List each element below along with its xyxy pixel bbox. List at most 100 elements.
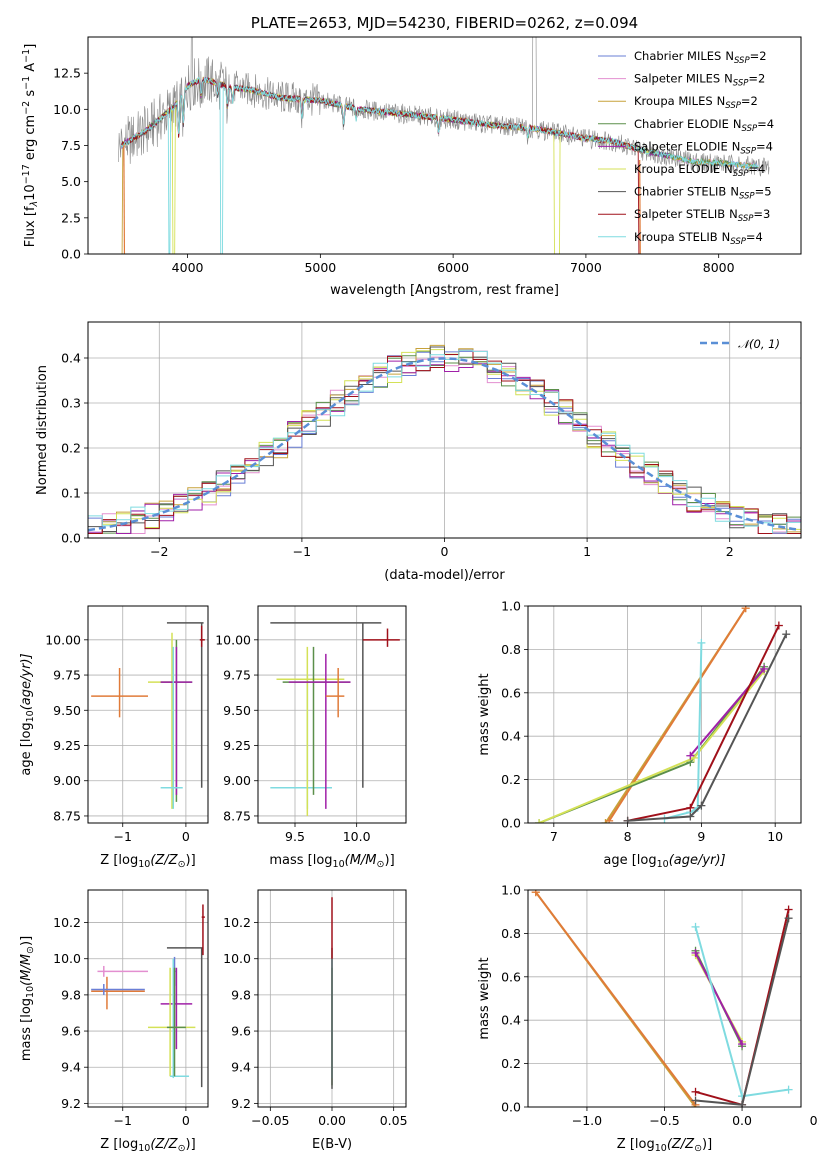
y-tick-label: 0.0 bbox=[501, 1100, 521, 1115]
y-tick-label: 9.50 bbox=[223, 703, 251, 718]
legend-label: Salpeter ELODIE NSSP=4 bbox=[634, 139, 773, 156]
legend-sub: SSP bbox=[741, 124, 757, 134]
x-axis-label: (data-model)/error bbox=[384, 568, 505, 583]
y-tick-label: 9.25 bbox=[53, 738, 81, 753]
x-label-sub: 10 bbox=[138, 859, 150, 870]
y-tick-label: 0.0 bbox=[501, 816, 521, 831]
y-axis-label: age [log10(age/yr)] bbox=[19, 653, 36, 775]
panel-mass_weight_vs_Z: −1.0 −0.5 0.0 0.5 0.0 0.2 0.4 0.6 0.8 1.0 Z [log10… bbox=[477, 883, 819, 1155]
x-tick-label: 7 bbox=[550, 829, 558, 844]
plot-area-spectrum bbox=[118, 37, 770, 254]
legend-sub: SSP bbox=[733, 169, 749, 179]
errorbar-point bbox=[282, 646, 351, 795]
legend-label: Salpeter STELIB NSSP=3 bbox=[634, 207, 770, 224]
y-tick-label: 9.25 bbox=[223, 738, 251, 753]
legend-name: Salpeter ELODIE bbox=[634, 139, 728, 153]
legend-label: 𝒩(0, 1) bbox=[738, 337, 780, 351]
errorbar-point bbox=[166, 967, 186, 1077]
legend-val: =2 bbox=[748, 72, 765, 86]
y-label-part: 10 bbox=[23, 184, 38, 201]
y-tick-label: 1.0 bbox=[501, 883, 521, 898]
y-axis-label: Normed distribution bbox=[35, 365, 50, 495]
y-tick-label: 9.6 bbox=[61, 1024, 81, 1039]
x-axis-label: Z [log10(Z/Z⊙)] bbox=[100, 1137, 195, 1154]
x-tick-label: 7000 bbox=[570, 260, 602, 275]
y-label-sub: 10 bbox=[25, 710, 36, 722]
y-tick-label: 9.6 bbox=[231, 1024, 251, 1039]
data-marker bbox=[774, 621, 783, 630]
legend-n: N bbox=[724, 72, 733, 86]
axes-frame bbox=[87, 36, 802, 255]
data-marker bbox=[697, 638, 706, 647]
x-tick-label: 1 bbox=[583, 544, 591, 559]
y-label-end: )] bbox=[19, 936, 34, 946]
y-tick-label: 0.0 bbox=[61, 247, 81, 262]
legend-sub: SSP bbox=[740, 146, 756, 156]
axes-frame bbox=[257, 605, 407, 824]
y-tick-label: 9.00 bbox=[223, 773, 251, 788]
y-tick-label: 9.2 bbox=[61, 1096, 81, 1111]
data-marker bbox=[623, 816, 632, 823]
series-drop bbox=[639, 159, 641, 254]
y-tick-label: 5.0 bbox=[61, 174, 81, 189]
y-label-main: mass [log bbox=[19, 998, 34, 1061]
x-tick-label: −0.5 bbox=[649, 1113, 679, 1128]
errorbar-point bbox=[201, 904, 205, 956]
x-label-end: )] bbox=[385, 853, 395, 868]
data-marker bbox=[784, 914, 793, 923]
legend-name: Kroupa ELODIE bbox=[634, 162, 720, 176]
x-label-sub: 10 bbox=[655, 1143, 667, 1154]
x-label-rest: (age/yr)] bbox=[669, 853, 726, 868]
y-tick-label: 0.8 bbox=[501, 926, 521, 941]
errorbar-point bbox=[148, 632, 177, 809]
legend-name: Salpeter MILES bbox=[634, 72, 720, 86]
y-label-part: ] bbox=[23, 44, 38, 49]
x-label-rest: (Z/Z bbox=[150, 853, 178, 868]
y-tick-label: 0.2 bbox=[61, 441, 81, 456]
x-label-main: age [log bbox=[603, 853, 656, 868]
legend-n: N bbox=[725, 49, 734, 63]
x-tick-label: 9.5 bbox=[285, 829, 305, 844]
errorbar-point bbox=[276, 646, 345, 816]
x-label-rest: (M/M bbox=[345, 853, 377, 868]
x-label-rest: (Z/Z bbox=[667, 1137, 695, 1152]
plot-area-age_vs_Z bbox=[88, 606, 208, 823]
x-tick-label: −2 bbox=[150, 544, 168, 559]
x-label-rest: (Z/Z bbox=[150, 1137, 178, 1152]
x-label-end: )] bbox=[702, 1137, 712, 1152]
y-tick-label: 9.75 bbox=[223, 668, 251, 683]
x-tick-label: 8000 bbox=[703, 260, 735, 275]
data-marker bbox=[697, 801, 706, 810]
mass-weight-line bbox=[535, 891, 697, 1106]
hist-salpeter-elodie bbox=[88, 360, 801, 534]
x-axis-label: mass [log10(M/M⊙)] bbox=[269, 853, 394, 870]
y-tick-label: 10.0 bbox=[53, 951, 81, 966]
y-label-part: erg cm bbox=[23, 115, 38, 164]
legend-n: N bbox=[729, 207, 738, 221]
y-tick-label: 0.2 bbox=[501, 1056, 521, 1071]
x-label-sub: 10 bbox=[138, 1143, 150, 1154]
x-label-end: )] bbox=[186, 853, 196, 868]
data-marker bbox=[760, 664, 769, 673]
y-label-main: age [log bbox=[19, 722, 34, 775]
y-tick-label: 9.50 bbox=[53, 703, 81, 718]
y-tick-label: 9.4 bbox=[231, 1060, 251, 1075]
errorbar-point bbox=[325, 668, 345, 718]
x-tick-label: 10.0 bbox=[343, 829, 371, 844]
y-tick-label: 9.2 bbox=[231, 1096, 251, 1111]
y-label-part: λ bbox=[29, 201, 40, 208]
legend-n: N bbox=[730, 185, 739, 199]
y-tick-label: 0.0 bbox=[61, 531, 81, 546]
mass-weight-line bbox=[627, 633, 788, 822]
y-label-part: −1 bbox=[21, 49, 32, 63]
x-axis-label: wavelength [Angstrom, rest frame] bbox=[330, 283, 559, 298]
plot-area-mass_weight_vs_age bbox=[528, 606, 801, 823]
x-tick-label: 0 bbox=[441, 544, 449, 559]
y-label-part: Flux [f bbox=[23, 206, 38, 247]
y-tick-label: 0.6 bbox=[501, 969, 521, 984]
y-tick-label: 0.4 bbox=[501, 1013, 521, 1028]
x-tick-label: 0 bbox=[182, 829, 190, 844]
